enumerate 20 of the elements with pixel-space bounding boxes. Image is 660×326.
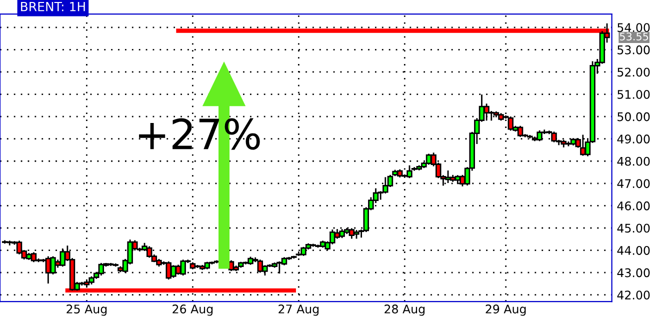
y-tick-label: 50.00 <box>618 112 650 122</box>
x-tick-label: 29 Aug <box>486 304 526 316</box>
text: 53.55 <box>620 32 648 40</box>
y-tick-label: 48.00 <box>617 156 650 166</box>
x-tick-label: 25 Aug <box>66 304 107 316</box>
y-tick-label: 43.00 <box>617 268 650 278</box>
x-tick-label: 27 Aug <box>278 304 319 316</box>
y-tick-label: 42.00 <box>617 290 650 300</box>
y-tick-label: 45.00 <box>617 224 650 233</box>
chart-title: BRENT: 1H <box>21 2 85 12</box>
y-tick-label: 54.00 <box>618 23 650 32</box>
y-tick-label: 47.00 <box>617 179 650 188</box>
y-tick-label: 53.00 <box>618 45 650 54</box>
y-tick-label: 52.00 <box>618 68 650 77</box>
y-tick-label: 46.00 <box>617 201 650 210</box>
x-tick-label: 26 Aug <box>172 304 213 316</box>
x-tick-label: 28 Aug <box>384 304 425 316</box>
y-tick-label: 51.00 <box>618 90 650 99</box>
y-tick-label: 49.00 <box>617 134 650 144</box>
y-tick-label: 44.00 <box>617 246 650 255</box>
